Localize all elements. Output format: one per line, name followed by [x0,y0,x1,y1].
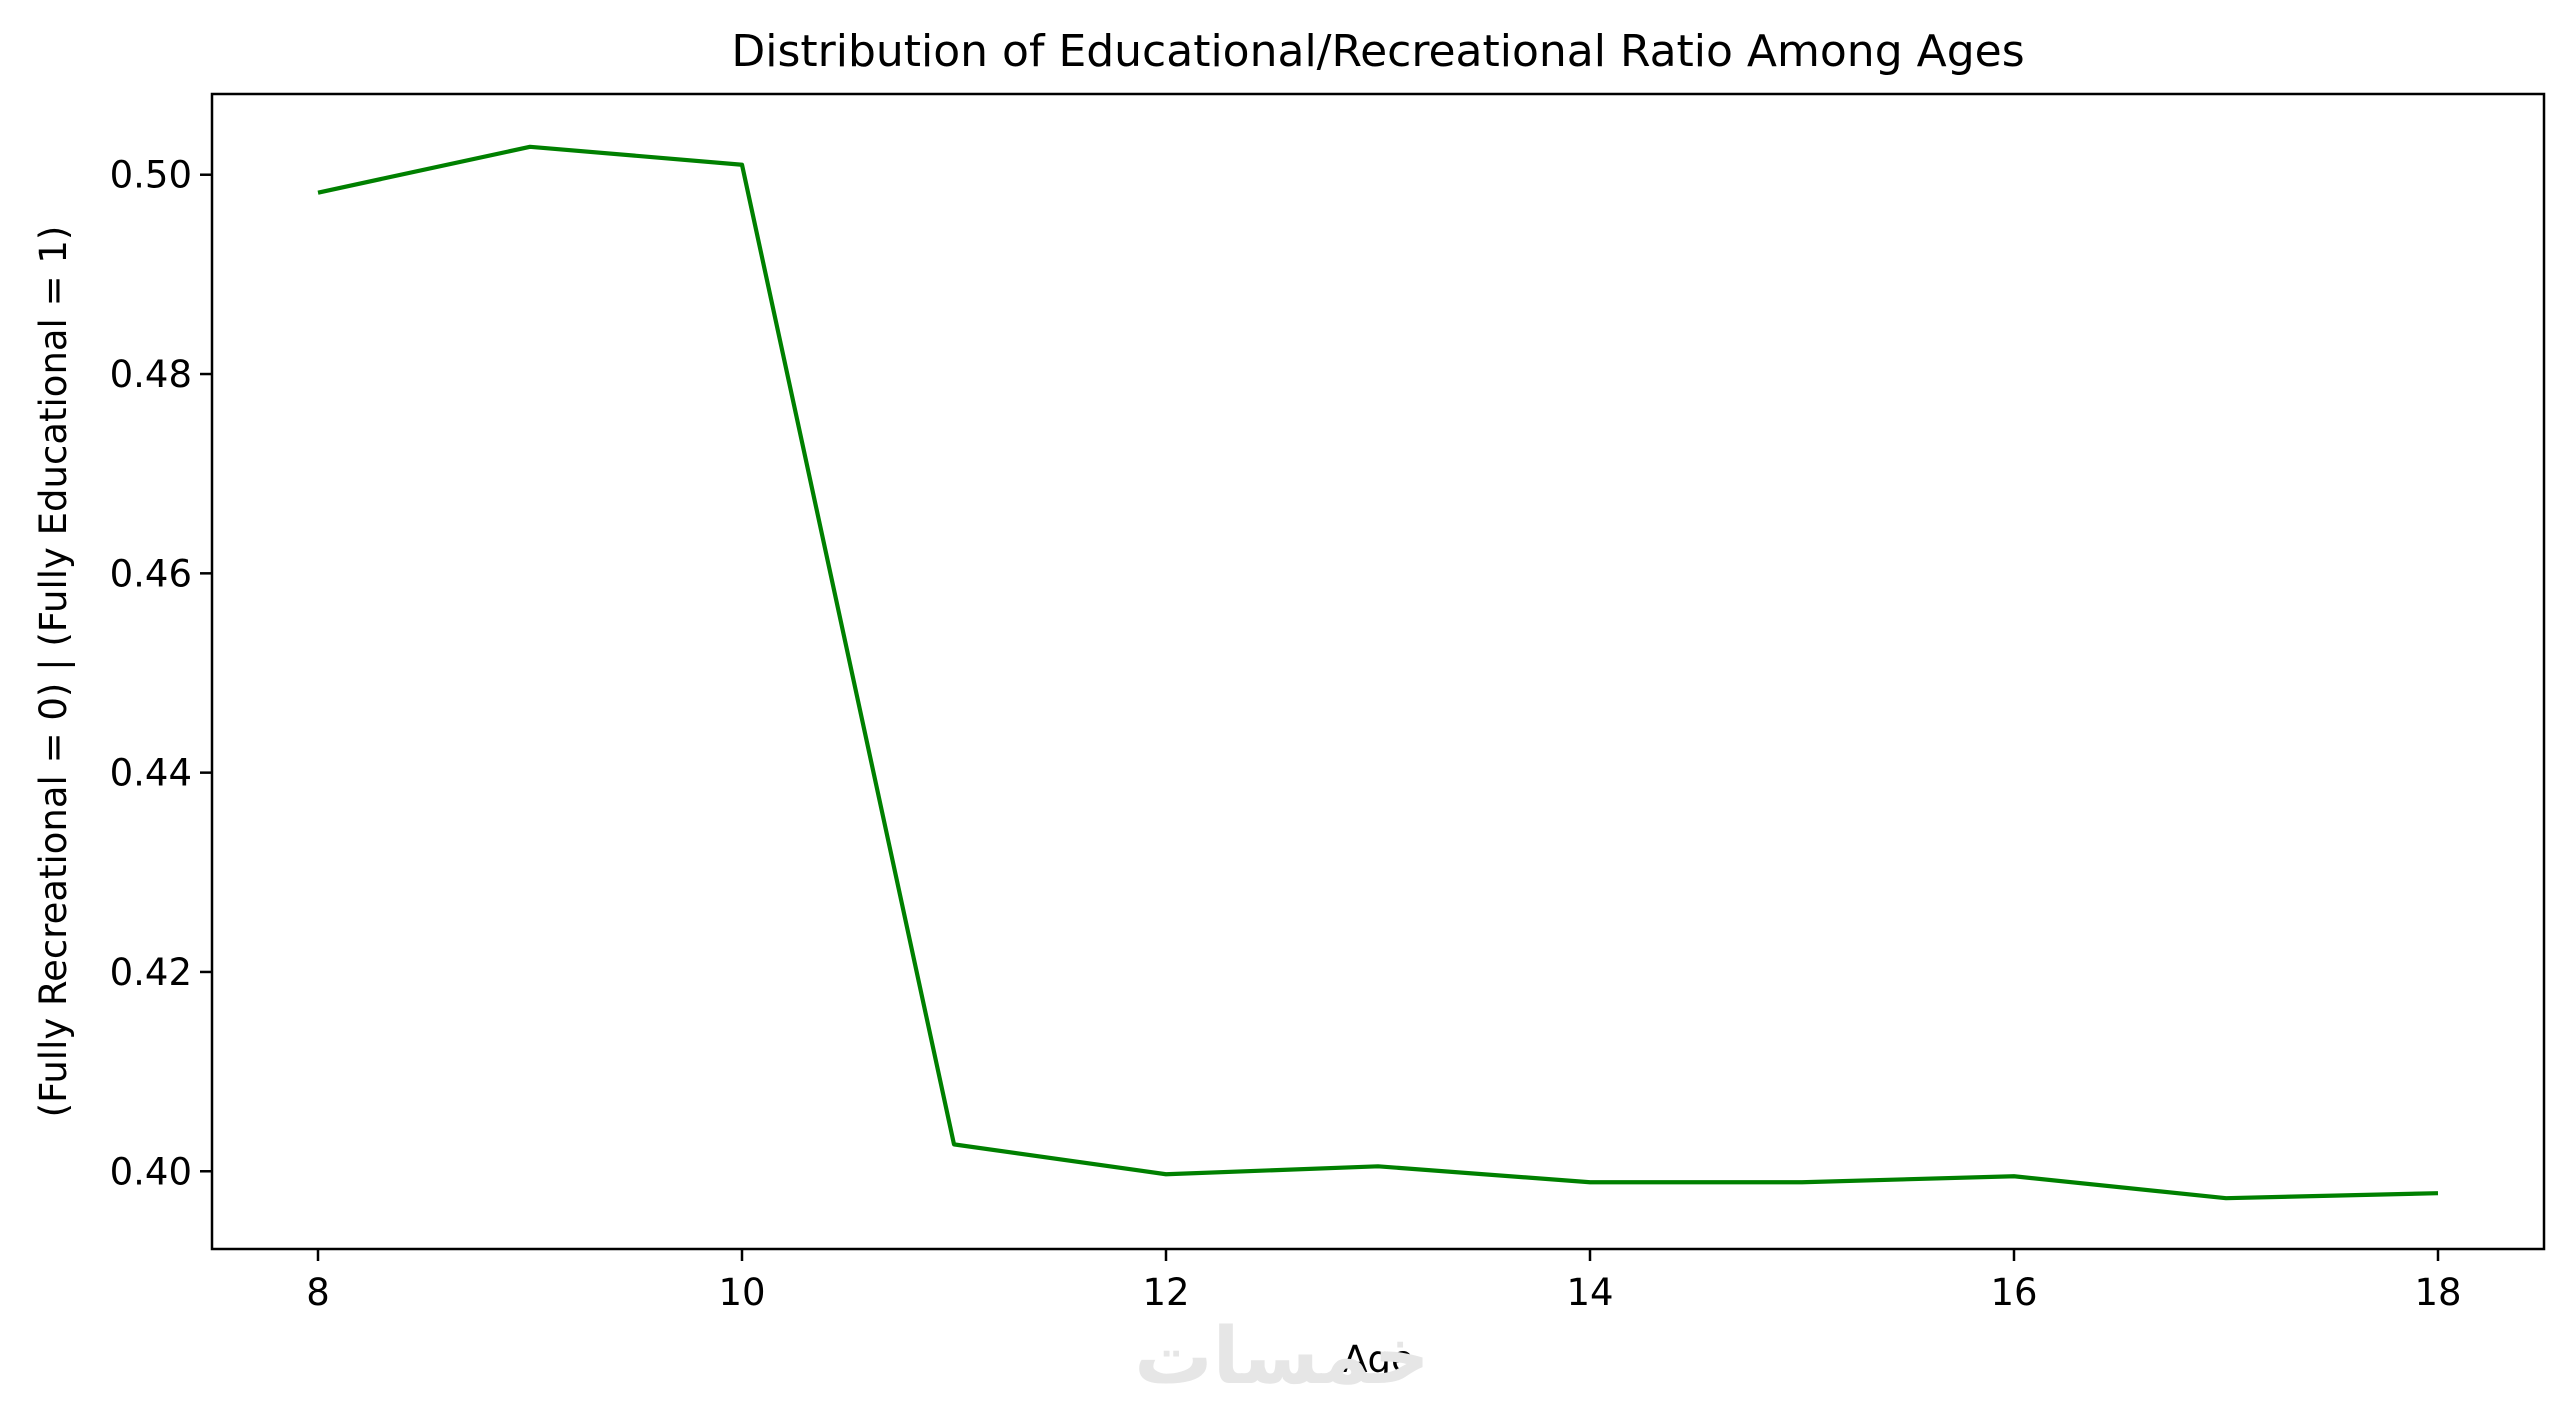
x-tick-label: 10 [718,1271,765,1314]
watermark-logo: خمسات [1134,1312,1430,1402]
chart-title: Distribution of Educational/Recreational… [731,26,2024,77]
x-tick-label: 16 [1990,1271,2037,1314]
y-tick-label: 0.50 [110,154,192,197]
y-tick-label: 0.42 [110,951,192,994]
plot-area [317,144,2439,1201]
y-tick-label: 0.48 [110,353,192,396]
y-tick-label: 0.44 [110,752,192,795]
x-tick-label: 14 [1566,1271,1613,1314]
y-tick-label: 0.46 [110,552,192,595]
x-tick-label: 18 [2414,1271,2461,1314]
series-line-0 [317,144,2439,1201]
y-axis-title: (Fully Recreational = 0) | (Fully Educat… [32,226,75,1118]
x-axis: 8 10 12 14 16 18 [306,1249,2462,1314]
x-tick-label: 8 [306,1271,330,1314]
axes-frame [210,92,2546,1251]
y-axis: 0.40 0.42 0.44 0.46 0.48 0.50 [110,154,212,1193]
x-axis-title: Age [1342,1338,1414,1381]
x-tick-label: 12 [1142,1271,1189,1314]
y-tick-label: 0.40 [110,1150,192,1193]
